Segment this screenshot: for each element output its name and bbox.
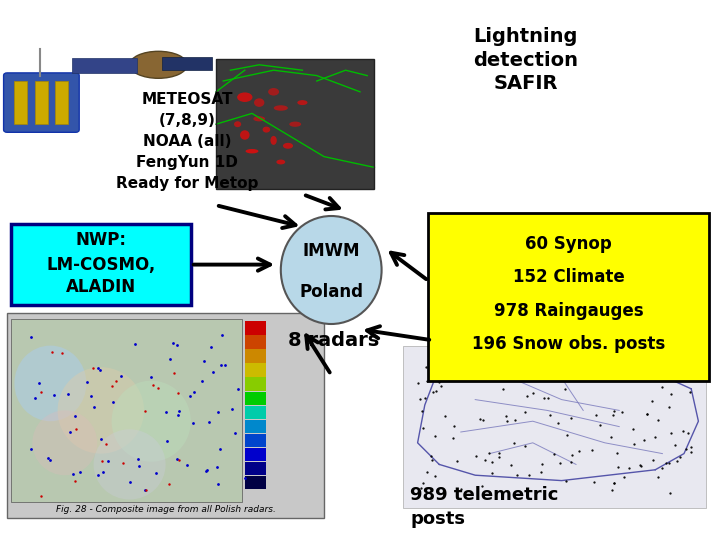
Text: 978 Raingauges: 978 Raingauges	[494, 302, 644, 320]
Bar	[245, 462, 266, 475]
Ellipse shape	[289, 122, 301, 127]
FancyBboxPatch shape	[11, 319, 242, 502]
Ellipse shape	[94, 429, 166, 500]
FancyBboxPatch shape	[14, 81, 27, 124]
Bar	[245, 434, 266, 447]
Ellipse shape	[297, 100, 307, 105]
FancyBboxPatch shape	[162, 57, 212, 70]
FancyBboxPatch shape	[11, 224, 191, 305]
Text: 196 Snow obs. posts: 196 Snow obs. posts	[472, 335, 665, 353]
Ellipse shape	[253, 116, 265, 122]
Bar	[245, 363, 266, 377]
Ellipse shape	[263, 126, 270, 133]
Text: ALADIN: ALADIN	[66, 278, 136, 296]
FancyBboxPatch shape	[55, 81, 68, 124]
Bar	[245, 349, 266, 363]
Bar	[245, 392, 266, 405]
Text: 152 Climate: 152 Climate	[513, 268, 625, 286]
Ellipse shape	[14, 346, 86, 421]
Text: 60 Synop: 60 Synop	[526, 235, 612, 253]
Bar	[245, 420, 266, 433]
FancyBboxPatch shape	[72, 58, 137, 73]
Text: IMWM: IMWM	[302, 242, 360, 260]
Ellipse shape	[240, 130, 250, 140]
Ellipse shape	[237, 92, 253, 102]
Ellipse shape	[234, 122, 241, 127]
Ellipse shape	[271, 136, 276, 145]
Bar	[245, 476, 266, 489]
Ellipse shape	[130, 51, 187, 78]
FancyBboxPatch shape	[403, 346, 706, 508]
Text: 8 radars: 8 radars	[288, 330, 379, 350]
FancyBboxPatch shape	[216, 59, 374, 189]
Text: Poland: Poland	[300, 282, 363, 301]
FancyBboxPatch shape	[35, 81, 48, 124]
Bar	[245, 321, 266, 335]
Ellipse shape	[112, 381, 191, 462]
Ellipse shape	[58, 367, 144, 454]
Text: NWP:: NWP:	[76, 232, 126, 249]
Ellipse shape	[281, 216, 382, 324]
Ellipse shape	[32, 410, 97, 475]
Text: 989 telemetric
posts: 989 telemetric posts	[410, 486, 559, 528]
Bar	[245, 377, 266, 391]
FancyBboxPatch shape	[428, 213, 709, 381]
Text: Lightning
detection
SAFIR: Lightning detection SAFIR	[473, 27, 578, 93]
Text: METEOSAT
(7,8,9)
NOAA (all)
FengYun 1D
Ready for Metop: METEOSAT (7,8,9) NOAA (all) FengYun 1D R…	[116, 92, 258, 191]
FancyBboxPatch shape	[4, 73, 79, 132]
Bar	[245, 335, 266, 349]
Bar	[245, 406, 266, 419]
Text: Fig. 28 - Composite image from all Polish radars.: Fig. 28 - Composite image from all Polis…	[55, 505, 276, 514]
Ellipse shape	[276, 160, 285, 164]
Ellipse shape	[274, 105, 288, 111]
Ellipse shape	[254, 98, 264, 107]
Ellipse shape	[246, 149, 258, 153]
Ellipse shape	[283, 143, 293, 148]
Ellipse shape	[268, 88, 279, 96]
Text: LM-COSMO,: LM-COSMO,	[46, 255, 156, 274]
Bar	[245, 448, 266, 461]
FancyBboxPatch shape	[7, 313, 324, 518]
